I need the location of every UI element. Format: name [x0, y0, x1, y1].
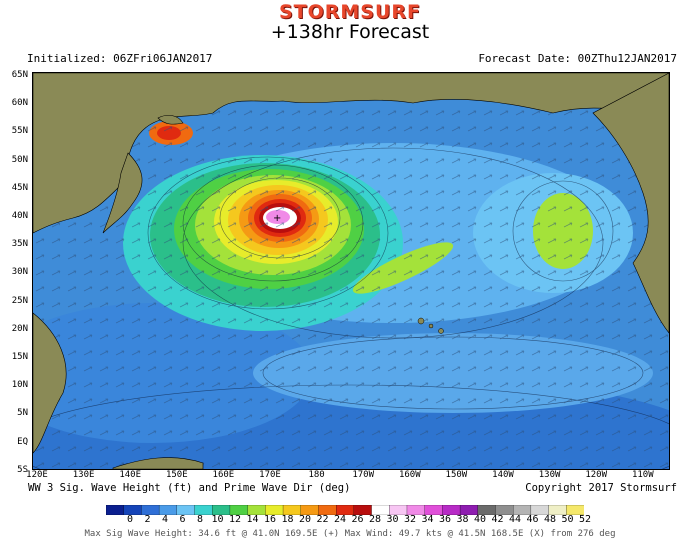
- forecast-date: Forecast Date: 00ZThu12JAN2017: [478, 52, 677, 65]
- lon-label: 130E: [72, 470, 95, 480]
- stormsurf-logo: STORMSURF: [278, 1, 422, 23]
- wave-direction-arrows: [33, 73, 669, 469]
- color-scale-label: 44: [508, 514, 522, 525]
- color-scale-label: 34: [421, 514, 434, 525]
- lon-label: 170W: [352, 470, 375, 480]
- lat-label: 65N: [11, 70, 28, 80]
- color-scale-label: 10: [211, 514, 224, 525]
- color-scale-label: 4: [161, 514, 169, 525]
- lon-label: 160E: [212, 470, 235, 480]
- color-scale-label: 18: [281, 514, 294, 525]
- color-scale-label: 20: [298, 514, 312, 525]
- lat-label: 15N: [11, 352, 28, 362]
- color-scale-label: 32: [403, 514, 417, 525]
- color-scale-label: 14: [246, 514, 259, 525]
- color-scale-label: 28: [368, 514, 382, 525]
- new-guinea-land: [112, 457, 204, 469]
- lat-label: 50N: [11, 154, 28, 165]
- lon-label: 180: [308, 470, 325, 480]
- max-stats-line: Max Sig Wave Height: 34.6 ft @ 41.0N 169…: [84, 529, 616, 539]
- lat-label: EQ: [17, 436, 28, 447]
- lat-label: 30N: [11, 267, 28, 278]
- lon-label: 110W: [631, 470, 654, 480]
- forecast-title: +138hr Forecast: [270, 21, 430, 43]
- color-scale-label: 26: [351, 514, 364, 525]
- lat-label: 55N: [11, 126, 28, 137]
- lon-label: 150E: [165, 470, 188, 480]
- color-scale-swatch: [105, 504, 125, 516]
- color-scale-label: 46: [526, 514, 539, 525]
- initialized-time: Initialized: 06ZFri06JAN2017: [27, 52, 213, 65]
- lat-label: 35N: [11, 239, 28, 250]
- lat-label: 40N: [11, 211, 28, 221]
- color-scale-svg: [105, 504, 585, 516]
- color-scale-label: 8: [196, 514, 204, 525]
- map-canvas: +: [33, 73, 669, 469]
- japan-islands: [102, 114, 184, 234]
- max-wave-marker: +: [273, 213, 281, 224]
- hawaii-islands: [417, 317, 444, 334]
- lat-label: 20N: [11, 323, 28, 334]
- asia-north-land: [33, 73, 669, 234]
- lat-label: 5N: [17, 408, 28, 419]
- color-scale-label: 22: [316, 514, 329, 525]
- copyright-text: Copyright 2017 Stormsurf: [525, 482, 677, 494]
- color-scale-bar: [105, 500, 585, 516]
- color-scale-label: 36: [438, 514, 452, 525]
- lon-label: 160W: [398, 470, 421, 480]
- lat-label: 45N: [11, 182, 28, 193]
- color-scale-label: 16: [263, 514, 277, 525]
- color-scale-label: 52: [578, 514, 592, 525]
- lat-label: 25N: [11, 295, 28, 306]
- lon-label: 150W: [445, 470, 468, 480]
- lon-label: 170E: [259, 470, 281, 480]
- color-scale-label: 42: [491, 514, 504, 525]
- color-scale-label: 12: [228, 514, 242, 525]
- lon-label: 140W: [492, 470, 514, 480]
- lon-label: 120E: [26, 470, 48, 480]
- lon-label: 140E: [119, 470, 142, 480]
- lon-label: 120W: [585, 470, 608, 480]
- lat-label: 10N: [11, 380, 28, 391]
- land-masses: [33, 73, 669, 469]
- color-scale-label: 2: [144, 514, 151, 525]
- color-scale-label: 24: [333, 514, 347, 525]
- lon-label: 130W: [538, 470, 561, 480]
- color-scale-label: 50: [561, 514, 574, 525]
- color-scale-label: 38: [456, 514, 469, 525]
- color-scale-label: 6: [179, 514, 186, 525]
- north-america-land: [592, 73, 669, 334]
- color-scale-label: 48: [543, 514, 557, 525]
- wave-height-map: +: [32, 72, 670, 470]
- map-subtitle: WW 3 Sig. Wave Height (ft) and Prime Wav…: [28, 482, 351, 494]
- lat-label: 60N: [11, 98, 28, 109]
- color-scale-label: 0: [126, 514, 134, 525]
- color-scale-label: 40: [473, 514, 487, 525]
- color-scale-label: 30: [386, 514, 399, 525]
- southeast-asia-land: [33, 312, 67, 454]
- lat-label: 5S: [17, 464, 28, 475]
